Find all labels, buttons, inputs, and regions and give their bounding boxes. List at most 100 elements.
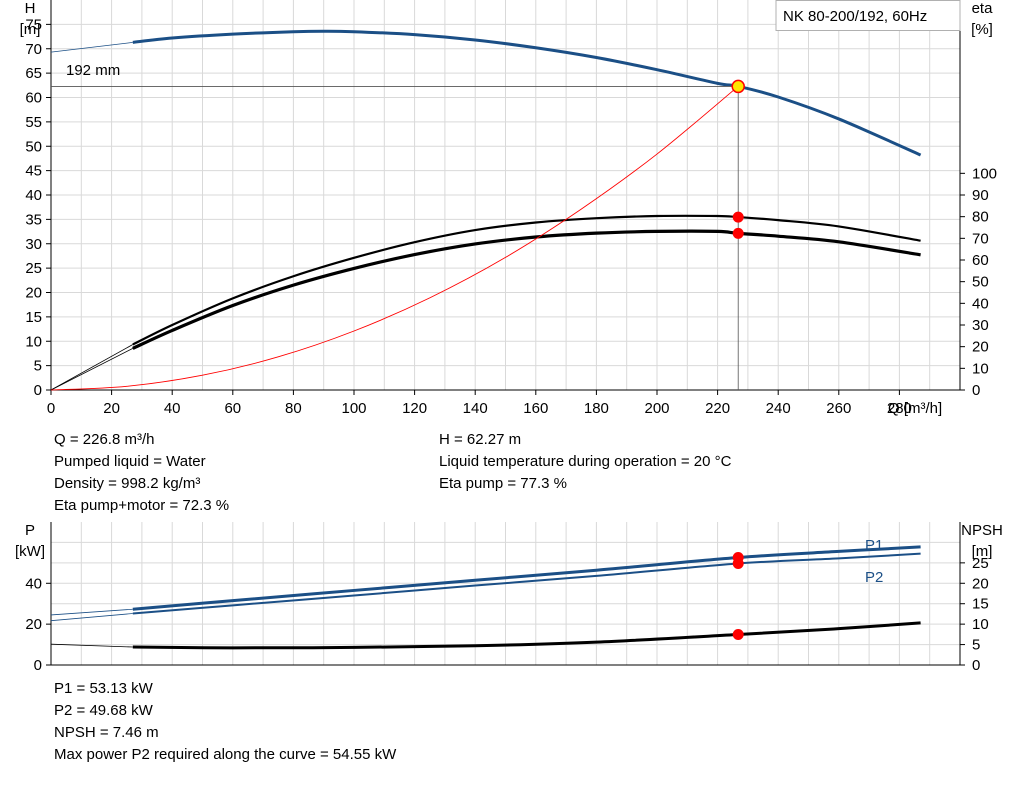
title-box (775, 0, 961, 31)
y-left-tick-label: 50 (25, 138, 42, 155)
y-left-tick-label: 45 (25, 163, 42, 180)
y-left-title: P (25, 522, 35, 539)
info-eta-pump-motor: Eta pump+motor = 72.3 % (54, 497, 230, 514)
x-tick-label: 80 (285, 400, 302, 417)
y-left-tick-label: 30 (25, 236, 42, 253)
y-right-tick-label: 60 (972, 252, 989, 269)
x-tick-label: 100 (341, 400, 366, 417)
y-left-tick-label: 25 (25, 260, 42, 277)
y-left-tick-label: 0 (34, 657, 42, 674)
y-left-tick-label: 60 (25, 90, 42, 107)
y-left-tick-label: 20 (25, 285, 42, 302)
x-tick-label: 280 (887, 400, 912, 417)
y-right-tick-label: 20 (972, 339, 989, 356)
y-right-tick-label: 90 (972, 187, 989, 204)
y-right-tick-label: 10 (972, 616, 989, 633)
y-left-tick-label: 15 (25, 309, 42, 326)
x-tick-label: 120 (402, 400, 427, 417)
info-top-right: H = 62.27 m Liquid temperature during op… (439, 429, 731, 495)
info-top-left: Q = 226.8 m³/h Pumped liquid = Water Den… (54, 429, 229, 517)
x-tick-label: 200 (644, 400, 669, 417)
op-point-eta-pump (732, 211, 744, 223)
y-right-tick-label: 15 (972, 596, 989, 613)
p2-curve (132, 552, 921, 615)
y-left-tick-label: 75 (25, 16, 42, 33)
y-right-tick-label: 10 (972, 360, 989, 377)
y-right-tick-label: 25 (972, 555, 989, 572)
x-tick-label: 140 (463, 400, 488, 417)
op-point-head (731, 79, 745, 94)
info-npsh: NPSH = 7.46 m (54, 724, 159, 741)
npsh-curve (132, 621, 921, 650)
p1-curve (132, 545, 921, 611)
eta_pump-curve (132, 214, 921, 346)
y-right-tick-label: 100 (972, 165, 997, 182)
info-bottom: P1 = 53.13 kW P2 = 49.68 kW NPSH = 7.46 … (54, 678, 396, 766)
y-right-tick-label: 20 (972, 575, 989, 592)
y-right-tick-label: 30 (972, 317, 989, 334)
info-eta-pump: Eta pump = 77.3 % (439, 475, 567, 492)
info-density: Density = 998.2 kg/m³ (54, 475, 201, 492)
head-eta-chart: 0 5 10 15 20 25 30 35 40 45 50 55 60 65 70 75 0 10 20 30 40 5… (20, 0, 997, 417)
y-left-unit: [kW] (15, 543, 45, 560)
x-tick-label: 20 (103, 400, 120, 417)
x-tick-label: 180 (584, 400, 609, 417)
y-left-tick-label: 65 (25, 65, 42, 82)
y-right-tick-label: 70 (972, 230, 989, 247)
x-tick-label: 40 (164, 400, 181, 417)
info-max-power: Max power P2 required along the curve = … (54, 746, 397, 763)
x-axis-title: Q [m³/h] (888, 400, 942, 417)
y-right-tick-label: 5 (972, 637, 980, 654)
p2-extension (50, 613, 133, 622)
y-left-tick-label: 0 (34, 382, 42, 399)
y-left-tick-label: 70 (25, 41, 42, 58)
op-point-npsh (732, 629, 744, 641)
y-right-tick-label: 0 (972, 657, 980, 674)
info-p2: P2 = 49.68 kW (54, 702, 153, 719)
system_curve-curve (50, 85, 739, 391)
eta_pump_motor-extension (50, 348, 133, 391)
y-left-unit: [m] (20, 21, 41, 38)
op-point-eta-pump-motor (732, 227, 744, 239)
eta_pump-extension (50, 344, 134, 391)
y-left-tick-label: 35 (25, 211, 42, 228)
y-left-title: H (25, 0, 36, 17)
y-right-title: eta (972, 0, 994, 17)
y-left-tick-label: 40 (25, 187, 42, 204)
curve-size-label: 192 mm (66, 62, 120, 79)
y-right-tick-label: 0 (972, 382, 980, 399)
p2-series-label: P2 (865, 569, 883, 586)
npsh-extension (50, 643, 133, 648)
info-pumped-liquid: Pumped liquid = Water (54, 453, 206, 470)
p1-series-label: P1 (865, 537, 883, 554)
info-flow: Q = 226.8 m³/h (54, 431, 155, 448)
y-right-title: NPSH (961, 522, 1003, 539)
x-tick-label: 0 (47, 400, 55, 417)
title-box-text: NK 80-200/192, 60Hz (783, 8, 927, 25)
x-tick-label: 260 (826, 400, 851, 417)
y-right-tick-label: 40 (972, 295, 989, 312)
x-tick-label: 240 (766, 400, 791, 417)
p1-extension (50, 608, 133, 616)
y-right-tick-label: 50 (972, 274, 989, 291)
info-head: H = 62.27 m (439, 431, 522, 448)
y-left-tick-label: 20 (25, 616, 42, 633)
y-right-tick-label: 80 (972, 209, 989, 226)
x-tick-label: 160 (523, 400, 548, 417)
y-right-unit: [%] (971, 21, 993, 38)
y-left-tick-label: 55 (25, 114, 42, 131)
info-p1: P1 = 53.13 kW (54, 680, 153, 697)
y-left-tick-label: 10 (25, 333, 42, 350)
y-left-tick-label: 40 (25, 575, 42, 592)
power-npsh-chart: 0 20 40 0 5 10 15 20 25 P [kW] NPSH [m] P1 P2 (15, 522, 1003, 674)
head-extension (50, 42, 133, 53)
x-tick-label: 220 (705, 400, 730, 417)
y-right-unit: [m] (972, 543, 993, 560)
head-curve (132, 29, 922, 157)
eta_pump_motor-curve (132, 229, 921, 350)
op-point-p2 (732, 557, 744, 569)
y-left-tick-label: 5 (34, 358, 42, 375)
info-liquid-temp: Liquid temperature during operation = 20… (439, 453, 732, 470)
